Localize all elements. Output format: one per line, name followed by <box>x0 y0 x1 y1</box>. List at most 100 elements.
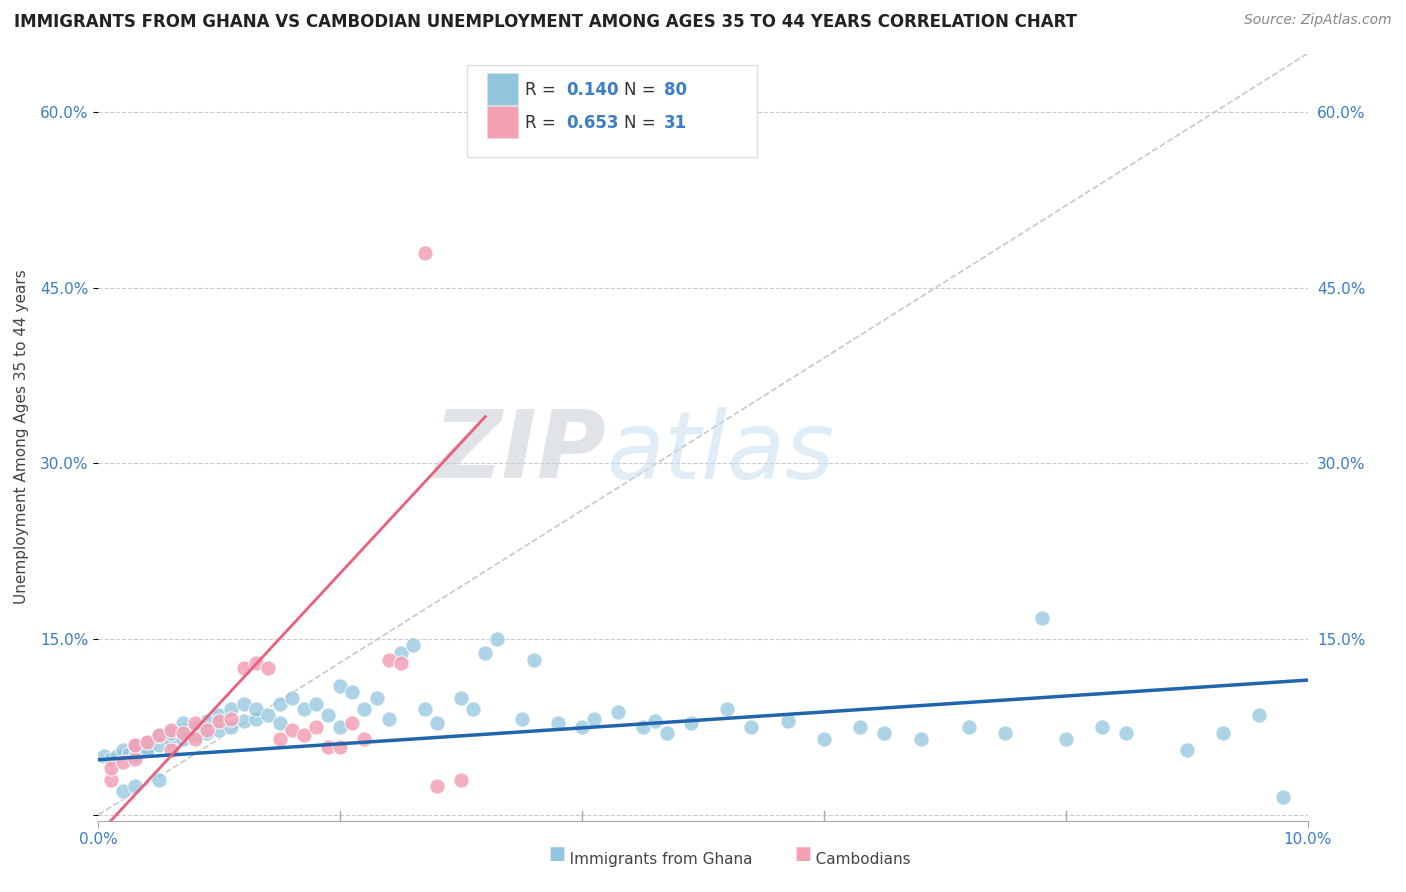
Point <box>195 714 218 728</box>
FancyBboxPatch shape <box>486 105 517 138</box>
Point <box>148 738 170 752</box>
Point <box>195 726 218 740</box>
Text: R =: R = <box>526 80 561 99</box>
Text: Source: ZipAtlas.com: Source: ZipAtlas.com <box>1244 13 1392 28</box>
Point <box>607 705 630 719</box>
Point <box>100 772 122 787</box>
Point <box>1091 720 1114 734</box>
Point <box>329 679 352 693</box>
Point <box>124 751 146 765</box>
Point <box>148 728 170 742</box>
FancyBboxPatch shape <box>467 65 758 157</box>
Point <box>281 690 304 705</box>
Point <box>571 720 593 734</box>
Point <box>245 712 267 726</box>
Point <box>583 712 606 726</box>
FancyBboxPatch shape <box>486 73 517 105</box>
Text: 80: 80 <box>664 80 688 99</box>
Point <box>148 772 170 787</box>
Point <box>655 726 678 740</box>
Point <box>111 784 134 798</box>
Point <box>342 685 364 699</box>
Point <box>413 245 436 260</box>
Point <box>184 728 207 742</box>
Point <box>172 716 194 731</box>
Point <box>281 723 304 738</box>
Point <box>1249 708 1271 723</box>
Point <box>1031 611 1053 625</box>
Point <box>389 646 412 660</box>
Point <box>172 726 194 740</box>
Point <box>124 779 146 793</box>
Point <box>450 690 472 705</box>
Point <box>631 720 654 734</box>
Point <box>100 761 122 775</box>
Text: IMMIGRANTS FROM GHANA VS CAMBODIAN UNEMPLOYMENT AMONG AGES 35 TO 44 YEARS CORREL: IMMIGRANTS FROM GHANA VS CAMBODIAN UNEMP… <box>14 13 1077 31</box>
Point <box>232 697 254 711</box>
Point <box>111 755 134 769</box>
Point <box>329 720 352 734</box>
Point <box>679 716 702 731</box>
Point <box>377 653 399 667</box>
Point <box>957 720 980 734</box>
Point <box>160 726 183 740</box>
Text: 0.140: 0.140 <box>567 80 619 99</box>
Point <box>873 726 896 740</box>
Point <box>316 708 339 723</box>
Text: ■: ■ <box>548 846 565 863</box>
Text: ZIP: ZIP <box>433 407 606 499</box>
Point <box>184 720 207 734</box>
Text: R =: R = <box>526 113 561 131</box>
Point <box>269 731 291 746</box>
Point <box>305 697 328 711</box>
Point <box>1115 726 1137 740</box>
Point <box>221 720 243 734</box>
Point <box>1272 790 1295 805</box>
Point <box>135 735 157 749</box>
Point <box>93 749 115 764</box>
Point <box>184 731 207 746</box>
Point <box>184 716 207 731</box>
Point <box>160 723 183 738</box>
Text: N =: N = <box>624 80 661 99</box>
Point <box>413 702 436 716</box>
Point <box>547 716 569 731</box>
Point <box>256 708 278 723</box>
Point <box>111 743 134 757</box>
Point <box>849 720 872 734</box>
Point <box>450 772 472 787</box>
Point <box>269 716 291 731</box>
Point <box>105 749 128 764</box>
Text: Cambodians: Cambodians <box>801 852 911 867</box>
Point <box>813 731 835 746</box>
Point <box>716 702 738 716</box>
Point <box>172 731 194 746</box>
Point <box>135 735 157 749</box>
Point <box>366 690 388 705</box>
Point <box>353 731 375 746</box>
Point <box>160 743 183 757</box>
Point <box>353 702 375 716</box>
Point <box>100 751 122 765</box>
Point <box>292 702 315 716</box>
Point <box>221 712 243 726</box>
Text: 0.653: 0.653 <box>567 113 619 131</box>
Point <box>305 720 328 734</box>
Text: N =: N = <box>624 113 661 131</box>
Point <box>1212 726 1234 740</box>
Point <box>124 738 146 752</box>
Point <box>910 731 932 746</box>
Point <box>148 728 170 742</box>
Point <box>644 714 666 728</box>
Point <box>245 702 267 716</box>
Point <box>208 708 231 723</box>
Point <box>776 714 799 728</box>
Point <box>389 656 412 670</box>
Point <box>329 739 352 754</box>
Point <box>124 738 146 752</box>
Point <box>135 739 157 754</box>
Point <box>1175 743 1198 757</box>
Point <box>316 739 339 754</box>
Point <box>510 712 533 726</box>
Point <box>486 632 509 646</box>
